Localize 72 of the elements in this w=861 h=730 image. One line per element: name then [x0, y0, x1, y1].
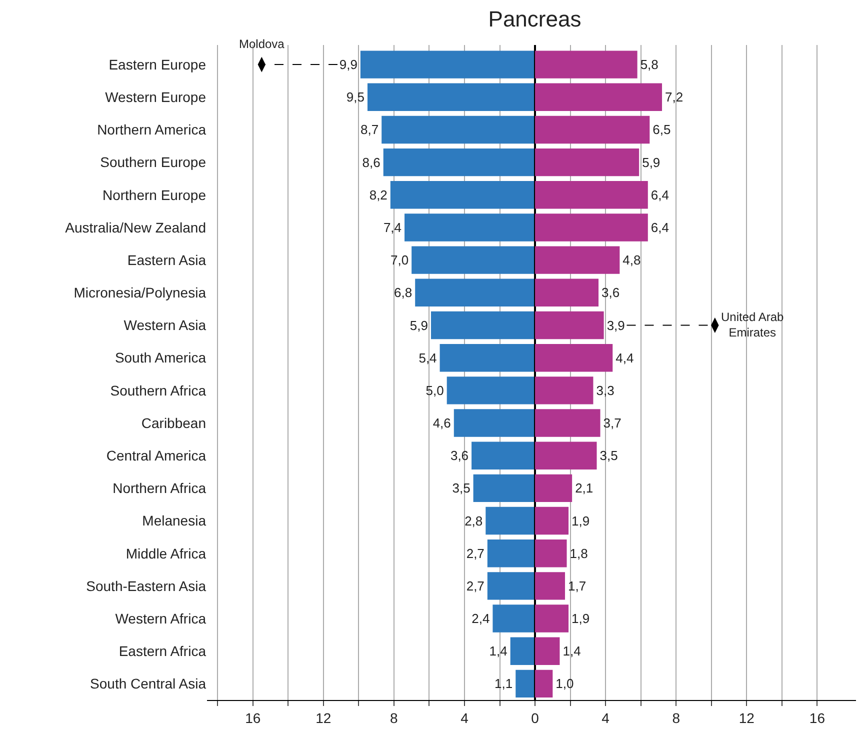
- data-label: 3,9: [606, 318, 625, 333]
- data-label: 2,7: [466, 546, 484, 561]
- y-tick-label: Southern Africa: [110, 382, 206, 398]
- y-tick-label: Middle Africa: [126, 545, 206, 562]
- data-label: 2,4: [472, 611, 490, 626]
- data-label: 4,6: [432, 416, 451, 431]
- data-label: 1,1: [494, 676, 513, 692]
- y-tick-label: Eastern Africa: [118, 643, 206, 660]
- y-tick-label: Eastern Asia: [127, 252, 206, 268]
- data-label: 7,0: [390, 252, 409, 268]
- data-label: 7,4: [383, 220, 402, 235]
- data-label: 1,4: [489, 644, 508, 659]
- x-tick-label: 8: [390, 710, 398, 726]
- y-tick-label: Southern Europe: [100, 154, 206, 170]
- y-tick-label: Caribbean: [141, 414, 206, 431]
- data-label: 5,8: [640, 57, 658, 72]
- data-label: 6,4: [650, 187, 669, 202]
- y-tick-label: South-Eastern Asia: [86, 578, 206, 594]
- data-label: 1,4: [562, 644, 581, 659]
- data-label: 5,0: [426, 382, 444, 398]
- x-tick-label: 12: [738, 710, 755, 726]
- x-tick-label: 16: [809, 710, 826, 726]
- data-label: 2,7: [466, 578, 484, 594]
- data-label: 1,0: [556, 676, 574, 692]
- y-tick-label: Australia/New Zealand: [65, 219, 206, 236]
- data-label: 3,6: [602, 285, 620, 300]
- data-label: 4,8: [622, 252, 641, 268]
- x-tick-label: 12: [316, 710, 332, 726]
- data-label: 9,9: [339, 57, 358, 72]
- y-tick-label: Western Africa: [115, 610, 206, 626]
- x-tick-label: 8: [672, 710, 680, 726]
- x-tick-label: 0: [531, 710, 540, 726]
- chart-title: Pancreas: [488, 6, 582, 32]
- data-label: 4,4: [616, 350, 634, 366]
- data-label: 2,1: [575, 480, 594, 496]
- data-label: 3,6: [450, 448, 469, 464]
- data-label: 8,2: [369, 187, 388, 202]
- data-label: 1,8: [570, 546, 588, 561]
- data-label: 6,5: [652, 122, 671, 138]
- y-tick-label: Northern Europe: [102, 186, 206, 203]
- y-tick-label: Western Europe: [105, 89, 206, 106]
- y-tick-label: Eastern Europe: [108, 56, 206, 72]
- data-label: 5,4: [418, 350, 437, 366]
- data-label: 9,5: [346, 90, 364, 105]
- data-label: 3,7: [603, 416, 622, 431]
- data-label: 6,4: [650, 220, 669, 235]
- data-label: 6,8: [394, 285, 412, 300]
- data-label: 1,7: [568, 578, 586, 594]
- annotation: United Arab Emirates: [721, 310, 784, 340]
- y-tick-label: Northern Africa: [112, 480, 206, 496]
- data-label: 8,7: [360, 122, 379, 138]
- data-label: 1,9: [572, 513, 590, 528]
- annotation: Moldova: [239, 37, 285, 51]
- data-label: 8,6: [362, 154, 380, 170]
- x-tick-label: 16: [245, 710, 261, 726]
- x-tick-label: 4: [602, 710, 610, 726]
- y-tick-label: South Central Asia: [90, 676, 206, 692]
- data-label: 5,9: [642, 154, 660, 170]
- y-tick-label: Melanesia: [142, 512, 206, 529]
- y-tick-label: Western Asia: [124, 317, 206, 334]
- data-label: 3,5: [600, 448, 618, 464]
- data-label: 2,8: [464, 513, 483, 528]
- data-label: 5,9: [410, 318, 428, 333]
- y-tick-label: Northern America: [97, 122, 206, 138]
- data-label: 7,2: [665, 90, 684, 105]
- data-label: 3,5: [452, 480, 470, 496]
- data-label: 3,3: [596, 382, 614, 398]
- y-tick-label: Micronesia/Polynesia: [74, 284, 206, 301]
- x-tick-label: 4: [460, 710, 469, 726]
- y-tick-label: Central America: [106, 448, 206, 464]
- data-label: 1,9: [572, 611, 590, 626]
- y-tick-label: South America: [114, 350, 206, 366]
